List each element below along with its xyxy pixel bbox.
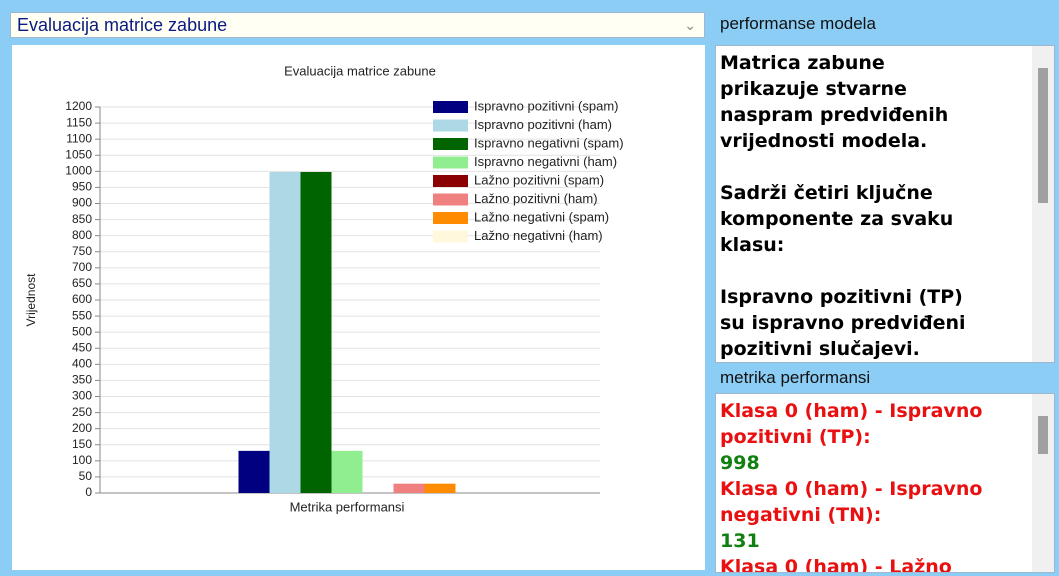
bar: [238, 450, 270, 493]
panel-title: metrika performansi: [720, 368, 871, 387]
paragraph: Matrica zabune prikazuje stvarne naspram p…: [720, 50, 1054, 154]
text-line: vrijednosti modela.: [720, 130, 928, 152]
scrollbar[interactable]: [1032, 394, 1054, 572]
paragraph: Ispravno pozitivni (TP) su ispravno predv…: [720, 284, 1054, 362]
y-tick-label: 500: [72, 324, 92, 338]
y-tick-label: 650: [72, 276, 92, 290]
bar: [393, 483, 425, 493]
chart: Evaluacija matrice zabune Metrika perfor…: [12, 45, 705, 570]
y-tick-label: 0: [85, 485, 92, 499]
legend-swatch: [433, 175, 468, 187]
y-tick-label: 250: [72, 405, 92, 419]
legend-label: Lažno pozitivni (spam): [474, 172, 604, 187]
y-tick-label: 1050: [65, 147, 92, 161]
panel-title: performanse modela: [720, 14, 876, 33]
text-line: prikazuje stvarne: [720, 78, 907, 100]
legend-label: Lažno negativni (spam): [474, 209, 609, 224]
text-line: naspram predviđenih: [720, 104, 949, 126]
bar: [331, 450, 363, 493]
metric-label: negativni (TN):: [720, 504, 882, 526]
y-tick-label: 450: [72, 340, 92, 354]
y-tick-label: 550: [72, 308, 92, 322]
dropdown-arrow: ⌄: [684, 17, 696, 33]
legend-swatch: [433, 230, 468, 243]
scrollbar[interactable]: [1032, 46, 1054, 362]
legend-label: Ispravno negativni (ham): [474, 154, 617, 169]
y-tick-label: 1200: [65, 99, 92, 113]
selected-text: Evaluacija matrice zabune: [17, 15, 228, 35]
scroll-thumb[interactable]: [1038, 416, 1048, 454]
legend-swatch: [433, 156, 468, 169]
y-tick-label: 800: [72, 228, 92, 242]
text-line: pozitivni slučajevi.: [720, 338, 920, 360]
bar: [269, 171, 301, 493]
legend-label: Ispravno negativni (spam): [474, 135, 624, 150]
metrics-box: Klasa 0 (ham) - Ispravno pozitivni (TP): 9…: [715, 393, 1055, 573]
y-tick-label: 900: [72, 196, 92, 210]
bar: [300, 171, 332, 493]
y-axis-label: Vrijednost: [24, 273, 38, 327]
y-tick-label: 1100: [66, 131, 92, 145]
text-line: Ispravno pozitivni (TP): [720, 286, 963, 308]
legend-swatch: [433, 138, 468, 150]
y-tick-label: 850: [72, 212, 92, 226]
y-tick-label: 700: [72, 260, 92, 274]
legend-label: Ispravno pozitivni (ham): [474, 117, 612, 132]
x-axis-label: Metrika performansi: [290, 499, 405, 514]
y-tick-label: 950: [72, 180, 92, 194]
scroll-thumb[interactable]: [1038, 68, 1048, 203]
legend-swatch: [433, 101, 468, 113]
y-tick-label: 100: [72, 453, 92, 467]
y-tick-label: 1150: [66, 115, 92, 129]
paragraph: Sadrži četiri ključne komponente za svaku…: [720, 180, 1054, 258]
legend-label: Lažno pozitivni (ham): [474, 191, 598, 206]
chart-select[interactable]: Evaluacija matrice zabune ⌄: [10, 12, 705, 38]
text-line: klasu:: [720, 234, 785, 256]
y-tick-label: 50: [79, 469, 93, 483]
y-tick-label: 600: [72, 292, 92, 306]
y-tick-label: 200: [72, 421, 92, 435]
y-tick-label: 300: [72, 389, 92, 403]
legend-swatch: [433, 119, 468, 132]
text-line: Matrica zabune: [720, 52, 885, 74]
y-tick-label: 400: [72, 357, 92, 371]
legend-swatch: [433, 212, 468, 224]
metric-label: Klasa 0 (ham) - Ispravno: [720, 400, 983, 422]
metric-label: Klasa 0 (ham) - Lažno: [720, 556, 952, 573]
metric-value: 998: [720, 452, 760, 474]
y-tick-label: 1000: [65, 164, 92, 178]
legend-label: Ispravno pozitivni (spam): [474, 98, 619, 113]
y-tick-label: 350: [72, 373, 92, 387]
chart-title: Evaluacija matrice zabune: [284, 63, 436, 78]
text-line: komponente za svaku: [720, 208, 954, 230]
text-line: Sadrži četiri ključne: [720, 182, 933, 204]
legend-swatch: [433, 193, 468, 206]
description-box: Matrica zabune prikazuje stvarne naspram p…: [715, 45, 1055, 363]
metric-value: 131: [720, 530, 760, 552]
y-tick-label: 750: [72, 244, 92, 258]
legend-label: Lažno negativni (ham): [474, 228, 603, 243]
bar: [424, 483, 456, 493]
y-tick-label: 150: [72, 437, 92, 451]
text-line: su ispravno predviđeni: [720, 312, 966, 334]
metric-label: pozitivni (TP):: [720, 426, 871, 448]
metric-label: Klasa 0 (ham) - Ispravno: [720, 478, 983, 500]
